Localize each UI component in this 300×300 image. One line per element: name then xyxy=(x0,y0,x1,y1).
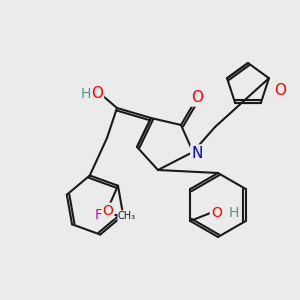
Text: O: O xyxy=(191,91,203,106)
Text: CH₃: CH₃ xyxy=(118,211,136,221)
Text: H: H xyxy=(228,206,239,220)
Text: O: O xyxy=(91,85,103,100)
Text: O: O xyxy=(103,204,113,218)
Text: N: N xyxy=(191,146,203,160)
Text: O: O xyxy=(274,83,286,98)
Text: F: F xyxy=(94,208,102,222)
Text: O: O xyxy=(211,206,222,220)
Text: H: H xyxy=(81,87,91,101)
